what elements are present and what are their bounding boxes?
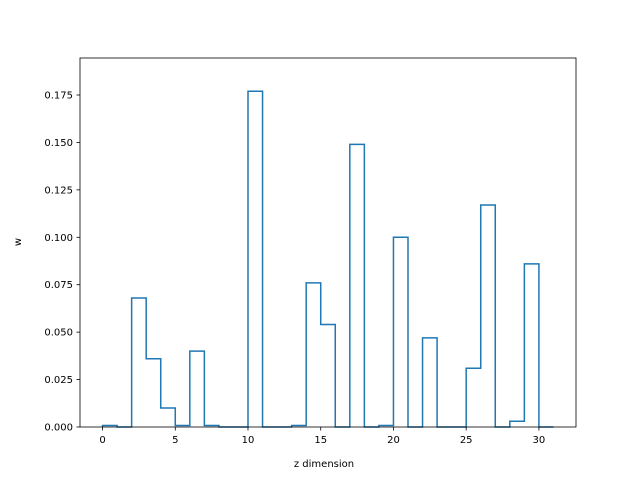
y-tick-label: 0.175 xyxy=(44,90,73,101)
x-axis-label: z dimension xyxy=(294,459,354,470)
y-tick-label: 0.025 xyxy=(44,375,73,386)
histogram-step-line xyxy=(101,90,554,428)
x-tick-label: 20 xyxy=(387,435,400,446)
x-tick-label: 10 xyxy=(242,435,255,446)
y-axis-ticks: 0.000 0.025 0.050 0.075 0.100 0.125 0.150 0.175 xyxy=(44,90,80,434)
x-axis-ticks: 0 5 10 15 20 25 30 xyxy=(99,427,545,446)
x-tick-label: 0 xyxy=(99,435,105,446)
x-tick-label: 5 xyxy=(172,435,178,446)
x-tick-label: 30 xyxy=(533,435,546,446)
y-tick-label: 0.125 xyxy=(44,185,73,196)
y-tick-label: 0.000 xyxy=(44,423,73,434)
axes-frame xyxy=(79,57,577,428)
x-tick-label: 15 xyxy=(314,435,327,446)
x-tick-label: 25 xyxy=(460,435,473,446)
y-tick-label: 0.100 xyxy=(44,233,73,244)
y-tick-label: 0.075 xyxy=(44,280,73,291)
plot-area xyxy=(101,90,554,428)
y-tick-label: 0.150 xyxy=(44,138,73,149)
y-axis-label: w xyxy=(13,238,24,246)
y-tick-label: 0.050 xyxy=(44,328,73,339)
